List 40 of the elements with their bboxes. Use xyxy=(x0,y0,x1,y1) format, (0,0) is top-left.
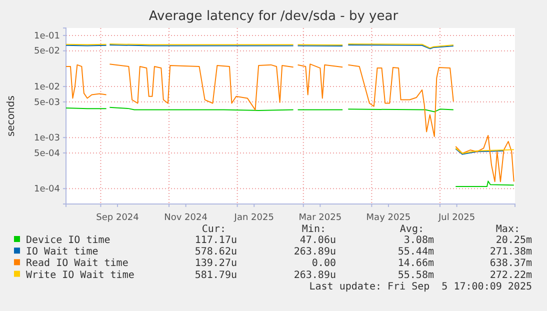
text: 638.37m xyxy=(490,258,532,270)
text: 271.38m xyxy=(490,246,532,258)
y-axis-title: seconds xyxy=(6,96,17,136)
y-tick-label: 5e-02 xyxy=(34,46,60,57)
text: 3.08m xyxy=(404,235,434,246)
y-tick-label: 5e-03 xyxy=(34,98,60,108)
x-tick-label: May 2025 xyxy=(366,212,411,223)
text: Last update: Fri Sep 5 17:00:09 2025 xyxy=(309,281,532,292)
text: 14.66m xyxy=(398,258,434,270)
text: 581.79u xyxy=(194,270,237,281)
x-tick-label: Mar 2025 xyxy=(298,212,342,223)
text: 20.25m xyxy=(496,235,532,246)
text: 55.44m xyxy=(398,246,434,258)
x-tick-label: Jul 2025 xyxy=(437,212,476,223)
text: 578.62u xyxy=(194,246,237,258)
text: Min: xyxy=(302,224,326,235)
text: 55.58m xyxy=(398,270,434,281)
legend-label: Device IO time xyxy=(26,235,110,246)
legend-label: Read IO Wait time xyxy=(26,258,128,270)
text: 263.89u xyxy=(294,246,336,258)
text: 139.27u xyxy=(194,258,237,270)
y-tick-label: 1e-04 xyxy=(34,184,60,195)
text: 263.89u xyxy=(294,270,336,281)
text: 117.17u xyxy=(194,235,237,246)
text: Max: xyxy=(496,224,520,235)
y-tick-label: 1e-01 xyxy=(34,31,60,42)
text: Avg: xyxy=(400,224,424,235)
chart-title: Average latency for /dev/sda - by year xyxy=(148,9,399,24)
y-tick-label: 1e-03 xyxy=(34,133,60,144)
legend-label: Write IO Wait time xyxy=(26,270,134,281)
text: Cur: xyxy=(202,224,226,235)
text: 272.22m xyxy=(490,270,532,281)
text: 47.06u xyxy=(300,235,336,246)
text: 0.00 xyxy=(312,258,336,270)
legend-label: IO Wait time xyxy=(26,246,98,258)
x-tick-label: Sep 2024 xyxy=(96,212,140,223)
x-tick-label: Jan 2025 xyxy=(233,212,274,223)
y-tick-label: 1e-02 xyxy=(34,82,60,92)
y-tick-label: 5e-04 xyxy=(34,148,60,159)
x-tick-label: Nov 2024 xyxy=(164,212,208,223)
